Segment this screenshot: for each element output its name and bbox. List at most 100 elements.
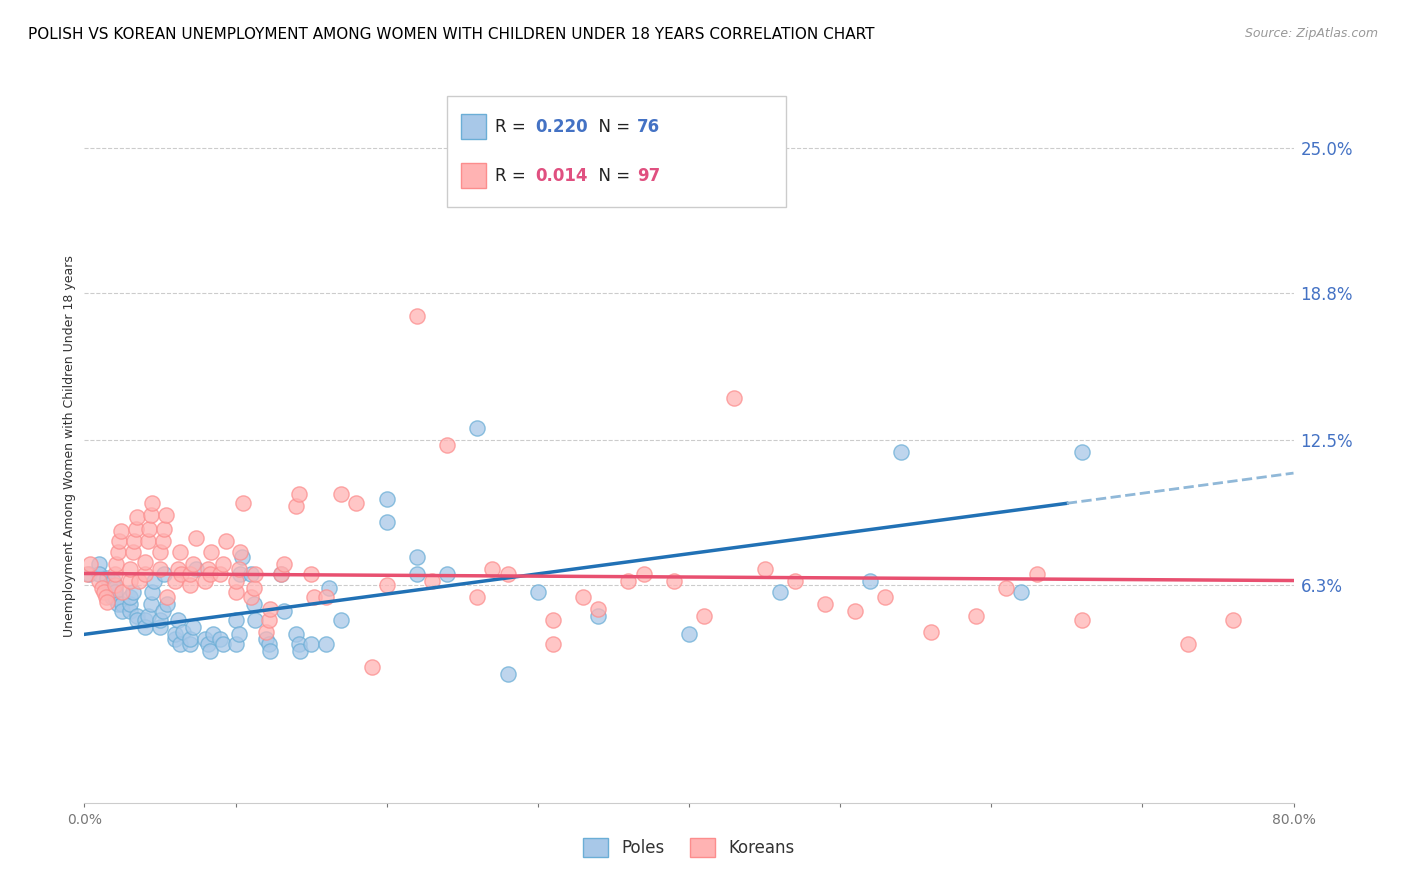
Point xyxy=(179,632,201,646)
Point xyxy=(212,637,235,651)
Point xyxy=(212,557,235,571)
Point xyxy=(588,608,610,623)
Point xyxy=(288,637,311,651)
Point xyxy=(1222,613,1244,627)
Point xyxy=(1177,637,1199,651)
Point xyxy=(257,637,280,651)
Point xyxy=(181,620,204,634)
Point xyxy=(270,566,292,581)
Point xyxy=(186,562,208,576)
Point xyxy=(198,644,221,658)
Point xyxy=(107,597,129,611)
Point xyxy=(436,438,458,452)
Point xyxy=(156,597,179,611)
Point xyxy=(169,637,191,651)
Point xyxy=(201,627,224,641)
Point xyxy=(496,566,519,581)
Text: R =: R = xyxy=(495,119,531,136)
Point xyxy=(481,562,503,576)
Point xyxy=(153,566,176,581)
Point xyxy=(995,581,1018,595)
Point xyxy=(179,566,201,581)
Point xyxy=(152,604,174,618)
Point xyxy=(94,590,117,604)
Point xyxy=(375,515,398,529)
Point xyxy=(406,309,429,323)
Point xyxy=(769,585,792,599)
Legend: Poles, Koreans: Poles, Koreans xyxy=(575,830,803,866)
Point xyxy=(194,574,217,588)
Point xyxy=(270,566,292,581)
Point xyxy=(170,566,193,581)
Point xyxy=(273,604,295,618)
Point xyxy=(299,566,322,581)
Point xyxy=(243,613,266,627)
Text: N =: N = xyxy=(588,119,636,136)
Point xyxy=(136,533,159,548)
Text: N =: N = xyxy=(588,167,636,185)
Point xyxy=(152,533,174,548)
Point xyxy=(243,566,266,581)
Point xyxy=(723,391,745,405)
Point xyxy=(229,545,252,559)
Point xyxy=(228,627,250,641)
Point xyxy=(186,532,208,546)
Point xyxy=(165,627,187,641)
Point xyxy=(155,508,177,522)
Point xyxy=(100,590,122,604)
Point xyxy=(122,533,145,548)
Point xyxy=(406,550,429,565)
Point xyxy=(118,590,141,604)
Point xyxy=(890,445,912,459)
Point xyxy=(167,562,190,576)
Point xyxy=(965,608,987,623)
Point xyxy=(125,522,148,536)
Point xyxy=(111,597,134,611)
Point xyxy=(318,581,340,595)
Point xyxy=(228,562,250,576)
Point xyxy=(121,585,143,599)
Point xyxy=(110,524,132,539)
Point xyxy=(285,499,308,513)
Point xyxy=(346,496,368,510)
Point xyxy=(231,550,253,565)
Point xyxy=(104,590,127,604)
Point xyxy=(141,496,163,510)
Point xyxy=(436,566,458,581)
Point xyxy=(229,566,252,581)
Point xyxy=(149,620,172,634)
Point xyxy=(239,566,262,581)
Point xyxy=(242,581,264,595)
Point xyxy=(290,644,312,658)
Point xyxy=(232,496,254,510)
Point xyxy=(167,613,190,627)
Point xyxy=(1071,445,1094,459)
Text: 97: 97 xyxy=(637,167,661,185)
Y-axis label: Unemployment Among Women with Children Under 18 years: Unemployment Among Women with Children U… xyxy=(63,255,76,637)
Point xyxy=(541,613,564,627)
Point xyxy=(134,613,156,627)
Point xyxy=(127,613,149,627)
Point xyxy=(136,608,159,623)
Point xyxy=(111,585,134,599)
Point xyxy=(165,574,187,588)
Point xyxy=(79,557,101,571)
Point xyxy=(375,578,398,592)
Point xyxy=(104,566,127,581)
Point xyxy=(420,574,443,588)
Point xyxy=(97,578,120,592)
Point xyxy=(138,522,160,536)
Point xyxy=(139,508,162,522)
Point xyxy=(315,590,337,604)
Text: R =: R = xyxy=(495,167,531,185)
Point xyxy=(127,608,149,623)
Point xyxy=(139,597,162,611)
Point xyxy=(754,562,776,576)
Point xyxy=(302,590,325,604)
Point xyxy=(467,590,489,604)
Point xyxy=(197,562,219,576)
Point xyxy=(254,632,277,646)
Point xyxy=(107,545,129,559)
Point xyxy=(194,632,217,646)
Point xyxy=(225,613,247,627)
